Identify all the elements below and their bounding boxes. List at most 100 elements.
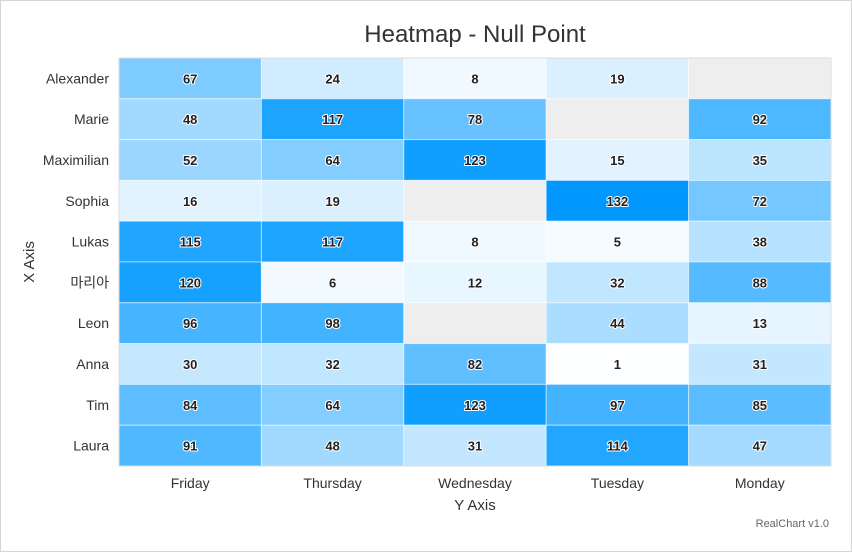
row-label: 마리아 [70,274,109,290]
heatmap-cell [118,424,262,467]
heatmap-cell [545,179,690,222]
column-label: Thursday [303,475,361,491]
cell-value-label: 97 [610,398,624,413]
heatmap-cell [545,424,690,467]
heatmap-cell [118,57,262,100]
column-label: Tuesday [591,475,644,491]
row-label: Sophia [65,193,109,209]
heatmap-cell [403,98,547,141]
row-labels: Alexander Marie Maximilian Sophia Lukas 마리아 Le… [43,70,109,453]
chart-title: Heatmap - Null Point [364,21,586,48]
heatmap-cell [260,383,405,426]
heatmap-cell [403,424,547,467]
column-labels: Friday Thursday Wednesday Tuesday Monday [171,475,785,491]
cell-value-label: 48 [183,112,197,127]
cell-value-label: 31 [468,439,482,454]
cell-value-label: 12 [468,275,482,290]
heatmap-cell [118,302,262,345]
row-label: Alexander [46,70,109,86]
cell-value-label: 72 [753,194,767,209]
heatmap-cell [688,179,832,222]
cell-value-label: 44 [610,316,625,331]
cell-value-label: 48 [325,439,339,454]
cell-value-label: 132 [607,194,629,209]
heatmap-cell [403,383,547,426]
heatmap-cell [403,220,547,263]
heatmap-cell [545,261,690,304]
cell-value-label: 91 [183,439,197,454]
cell-value-label: 64 [325,398,340,413]
heatmap-cell [688,261,832,304]
cell-value-label: 19 [610,71,624,86]
heatmap-cell [545,343,690,385]
cell-value-label: 32 [325,357,339,372]
cell-value-label: 85 [753,398,767,413]
heatmap-cell [260,179,405,222]
cell-value-label: 19 [325,194,339,209]
cell-value-label: 6 [329,275,336,290]
cell-value-label: 13 [753,316,767,331]
heatmap-cell [545,302,690,345]
cell-value-label: 35 [753,153,767,168]
cell-value-label: 32 [610,275,624,290]
heatmap-cell [403,139,547,181]
cell-value-label: 52 [183,153,197,168]
column-label: Friday [171,475,210,491]
cell-value-label: 16 [183,194,197,209]
heatmap-cell [403,302,547,345]
cell-value-label: 31 [753,357,767,372]
heatmap-cell [688,220,832,263]
heatmap-cell [403,57,547,100]
row-label: Maximilian [43,152,109,168]
heatmap-cell [118,383,262,426]
row-label: Leon [78,315,109,331]
cell-value-label: 38 [753,235,767,250]
cell-value-label: 117 [322,112,343,127]
cell-value-label: 117 [322,235,343,250]
cell-value-label: 30 [183,357,197,372]
row-label: Marie [74,111,109,127]
cell-value-label: 96 [183,316,197,331]
cell-value-label: 5 [614,235,621,250]
credit-label: RealChart v1.0 [756,518,829,530]
heatmap-cell [545,98,690,141]
cell-value-label: 88 [753,275,767,290]
heatmap-cell [118,220,262,263]
cell-value-label: 8 [471,71,478,86]
heatmap-cell [260,220,405,263]
cell-value-label: 115 [180,235,201,250]
cell-value-label: 47 [753,439,767,454]
heatmap-cell [688,343,832,385]
cell-value-label: 8 [471,235,478,250]
row-label: Laura [73,438,109,454]
cell-value-label: 24 [325,71,340,86]
heatmap-cell [118,139,262,181]
cell-value-label: 120 [179,275,201,290]
cell-value-label: 78 [468,112,482,127]
cell-value-label: 1 [614,357,621,372]
row-label: Tim [86,397,109,413]
cell-value-label: 114 [607,439,629,454]
column-label: Wednesday [438,475,512,491]
heatmap-cell [688,424,832,467]
cell-value-label: 123 [464,153,486,168]
row-label: Lukas [72,234,109,250]
plot-border [118,57,832,467]
cell-value-label: 64 [325,153,340,168]
heatmap-cell [545,220,690,263]
heatmap-cell [688,139,832,181]
heatmap-cell [260,261,405,304]
heatmap-cell [688,57,832,100]
cell-value-label: 123 [464,398,486,413]
x-axis-title: Y Axis [454,497,495,514]
cell-value-label: 84 [183,398,198,413]
cell-value-label: 98 [325,316,339,331]
cell-value-label: 67 [183,71,197,86]
cell-value-label: 92 [753,112,767,127]
y-axis-title: X Axis [21,241,38,283]
column-label: Monday [735,475,785,491]
heatmap-cell [688,383,832,426]
cell-value-label: 15 [610,153,624,168]
